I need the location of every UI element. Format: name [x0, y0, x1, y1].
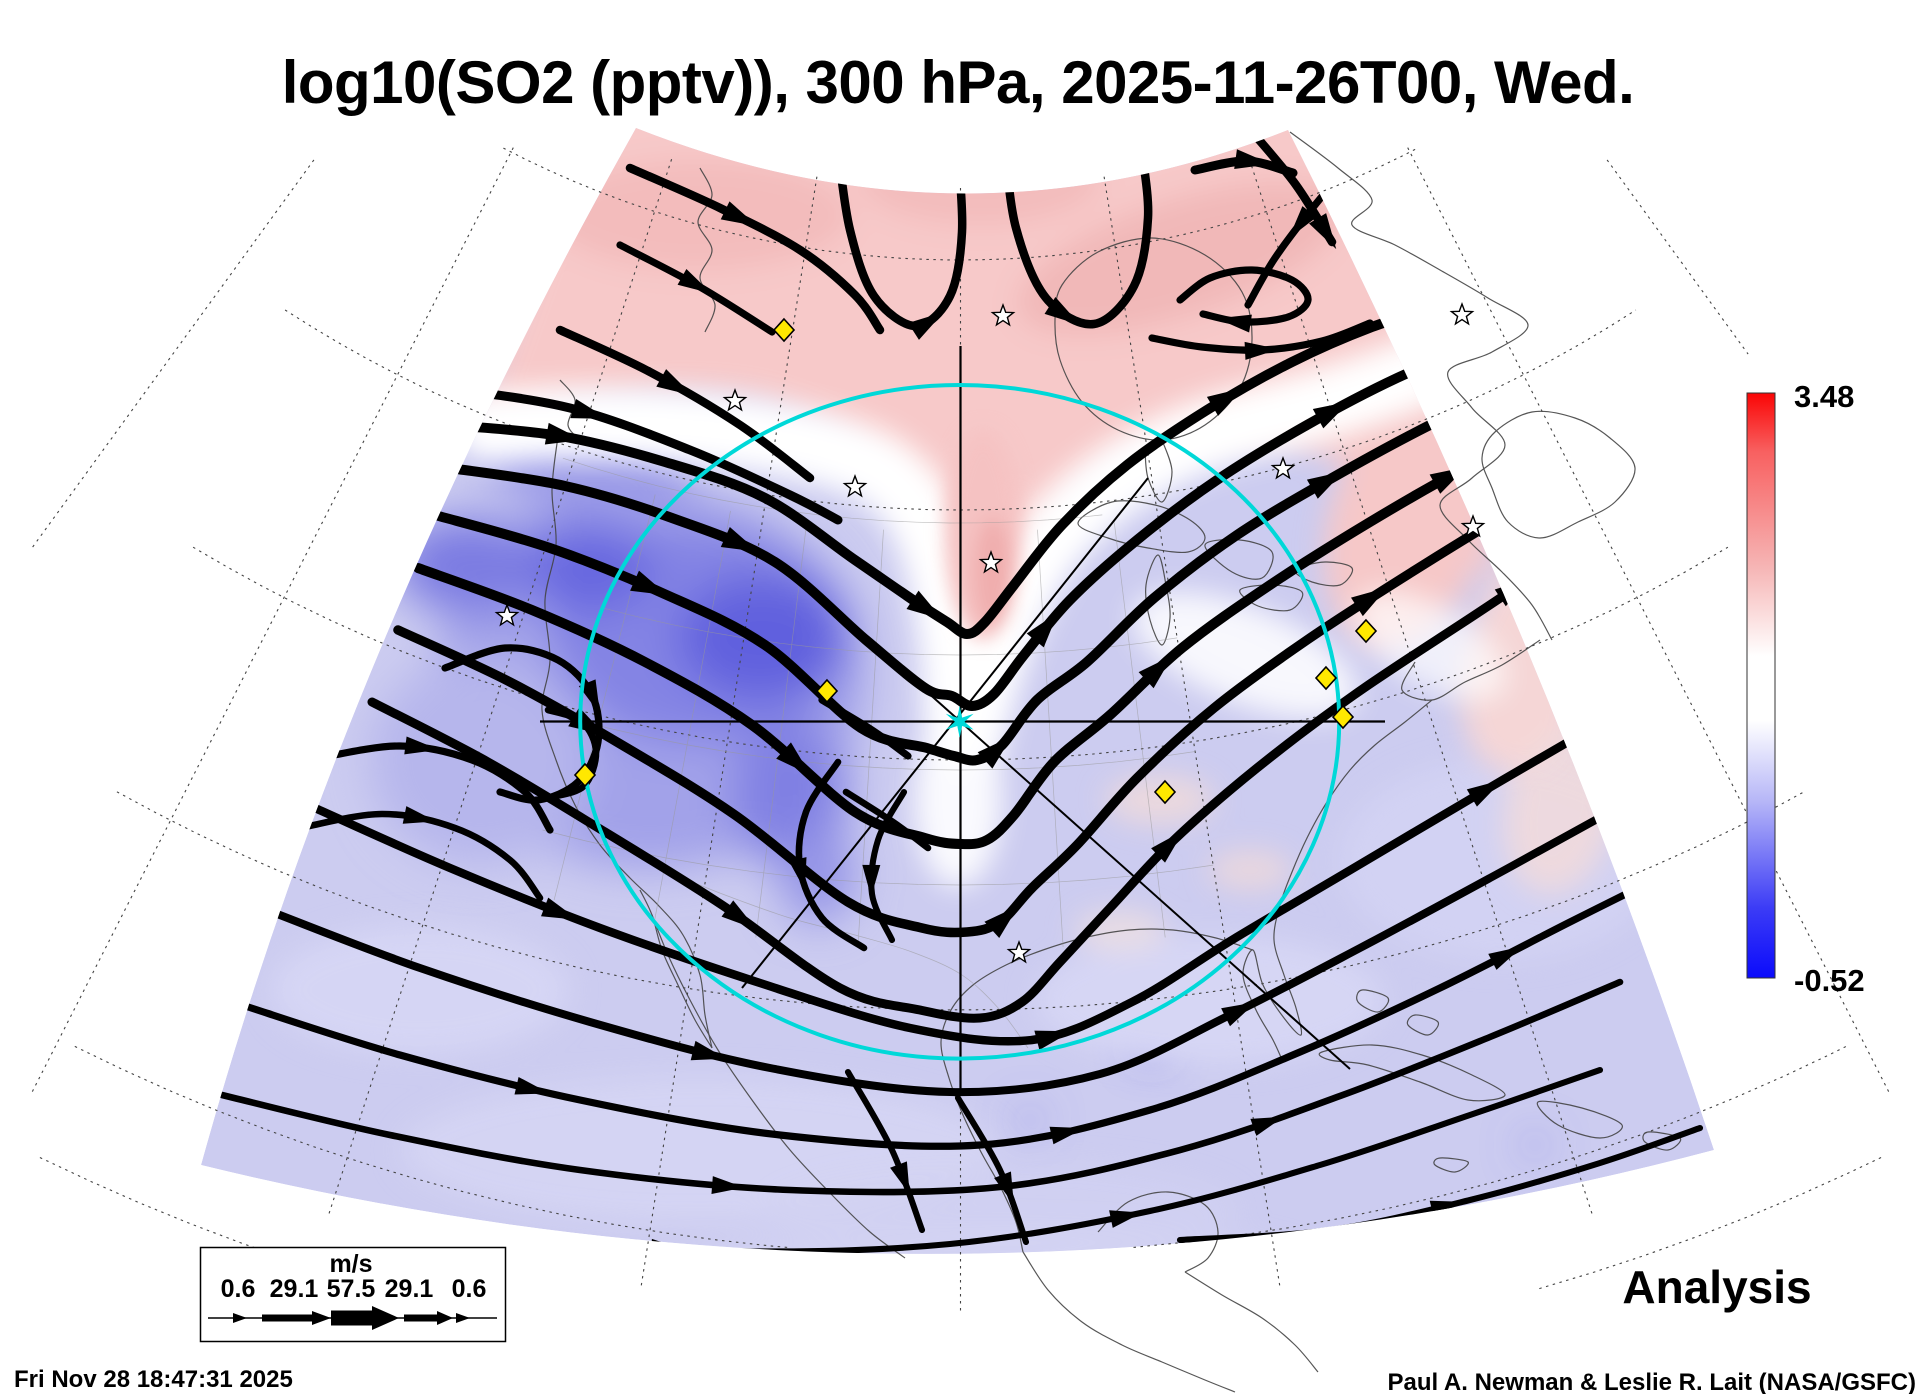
svg-text:Analysis: Analysis	[1622, 1261, 1811, 1313]
svg-text:57.5: 57.5	[327, 1275, 376, 1303]
svg-text:0.6: 0.6	[452, 1275, 487, 1303]
svg-text:3.48: 3.48	[1794, 379, 1854, 414]
svg-text:29.1: 29.1	[270, 1275, 319, 1303]
svg-text:29.1: 29.1	[385, 1275, 434, 1303]
svg-text:m/s: m/s	[329, 1250, 372, 1278]
svg-text:0.6: 0.6	[221, 1275, 256, 1303]
svg-text:Fri Nov 28 18:47:31 2025: Fri Nov 28 18:47:31 2025	[14, 1366, 293, 1393]
svg-text:Paul A. Newman & Leslie R. Lai: Paul A. Newman & Leslie R. Lait (NASA/GS…	[1387, 1369, 1916, 1394]
svg-text:-0.52: -0.52	[1794, 963, 1865, 998]
svg-text:log10(SO2 (pptv)), 300 hPa, 20: log10(SO2 (pptv)), 300 hPa, 2025-11-26T0…	[282, 49, 1635, 116]
